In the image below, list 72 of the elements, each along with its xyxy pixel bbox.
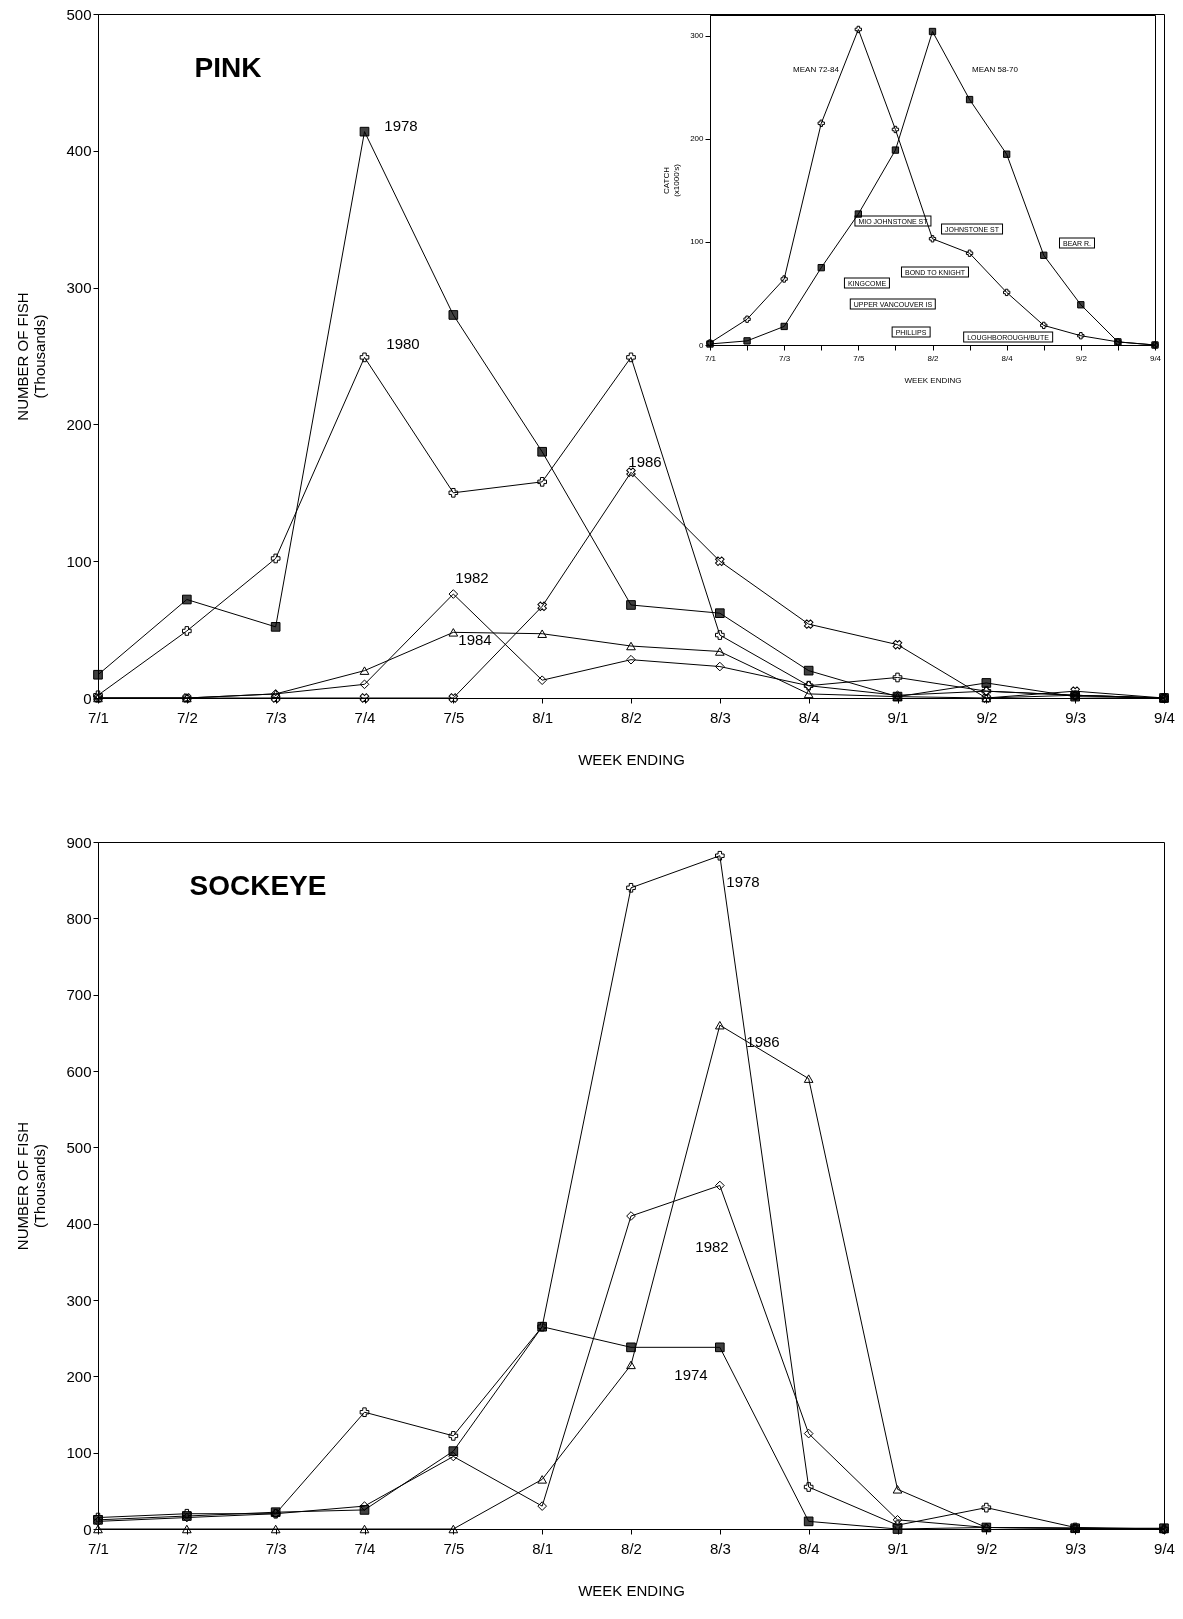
x-tick-label: 9/4	[1154, 1540, 1175, 1557]
x-axis-title: WEEK ENDING	[904, 375, 962, 385]
x-tick-label: 9/2	[976, 1540, 998, 1557]
x-tick-label: 7/5	[443, 709, 465, 726]
x-tick-label: 7/3	[779, 353, 791, 363]
series-label: MEAN 58-70	[972, 65, 1019, 74]
x-tick-label: 8/2	[621, 1540, 642, 1557]
x-tick-label: 7/1	[704, 353, 717, 363]
x-tick-label: 7/5	[443, 1540, 465, 1557]
y-axis-title: NUMBER OF FISH (Thousands)	[14, 1121, 49, 1251]
x-tick-label: 9/3	[1065, 709, 1087, 726]
x-tick-label: 7/3	[265, 709, 287, 726]
x-tick-label: 7/4	[354, 1540, 376, 1557]
series-label: 1982	[695, 1238, 729, 1255]
x-tick-label: 9/1	[887, 1540, 909, 1557]
y-tick-label: 200	[66, 415, 92, 433]
y-tick-label: 700	[66, 986, 92, 1004]
x-tick-label: 9/3	[1065, 1540, 1087, 1557]
y-tick-label: 0	[83, 689, 92, 707]
x-tick-label: 9/2	[976, 709, 998, 726]
x-tick-label: 8/4	[798, 1540, 820, 1557]
x-tick-label: 7/1	[88, 709, 109, 726]
series-label: 1986	[746, 1033, 780, 1050]
x-tick-label: 8/2	[927, 353, 940, 363]
y-tick-label: 300	[690, 31, 705, 41]
x-tick-label: 8/3	[709, 1540, 731, 1557]
y-tick-label: 300	[66, 1291, 92, 1309]
y-tick-label: 0	[699, 340, 705, 350]
x-tick-label: 7/1	[88, 1540, 109, 1557]
x-tick-label: 9/2	[1075, 353, 1088, 363]
y-tick-label: 900	[66, 833, 92, 851]
x-tick-label: 9/4	[1154, 709, 1175, 726]
series-label: 1982	[455, 569, 489, 586]
x-tick-label: 9/1	[887, 709, 909, 726]
x-axis-title: WEEK ENDING	[578, 1582, 685, 1599]
text: SOCKEYE	[189, 870, 327, 901]
x-tick-label: 7/2	[176, 709, 198, 726]
y-tick-label: 500	[66, 1138, 92, 1156]
x-tick-label: 8/4	[1001, 353, 1014, 363]
series-label: 1974	[674, 1366, 708, 1383]
y-tick-label: 100	[690, 237, 705, 247]
x-tick-label: 8/1	[532, 709, 554, 726]
series-label: 1980	[386, 335, 420, 352]
y-tick-label: 200	[66, 1367, 92, 1385]
x-tick-label: 7/5	[853, 353, 865, 363]
y-tick-label: 100	[66, 552, 92, 570]
y-tick-label: 100	[66, 1444, 92, 1462]
y-tick-label: 600	[66, 1062, 92, 1080]
x-tick-label: 8/4	[798, 709, 820, 726]
series-label: 1986	[628, 453, 662, 470]
x-tick-label: 8/2	[621, 709, 642, 726]
x-tick-label: 8/1	[532, 1540, 554, 1557]
x-tick-label: 9/4	[1149, 353, 1162, 363]
series-label: 1984	[458, 631, 492, 648]
y-tick-label: 300	[66, 279, 92, 297]
x-tick-label: 7/3	[265, 1540, 287, 1557]
x-tick-label: 7/2	[176, 1540, 198, 1557]
y-tick-label: 400	[66, 142, 92, 160]
x-axis-title: WEEK ENDING	[578, 751, 685, 768]
y-axis-title: CATCH (x1000's)	[661, 163, 681, 197]
series-label: 1978	[384, 117, 418, 134]
series-label: MEAN 72-84	[793, 65, 840, 74]
y-tick-label: 400	[66, 1215, 92, 1233]
text: PINK	[194, 52, 262, 83]
y-tick-label: 800	[66, 909, 92, 927]
y-tick-label: 0	[83, 1520, 92, 1538]
y-tick-label: 500	[66, 5, 92, 23]
x-tick-label: 7/4	[354, 709, 376, 726]
series-label: 1978	[726, 873, 760, 890]
x-tick-label: 8/3	[709, 709, 731, 726]
y-axis-title: NUMBER OF FISH (Thousands)	[14, 292, 49, 421]
y-tick-label: 200	[690, 134, 705, 144]
